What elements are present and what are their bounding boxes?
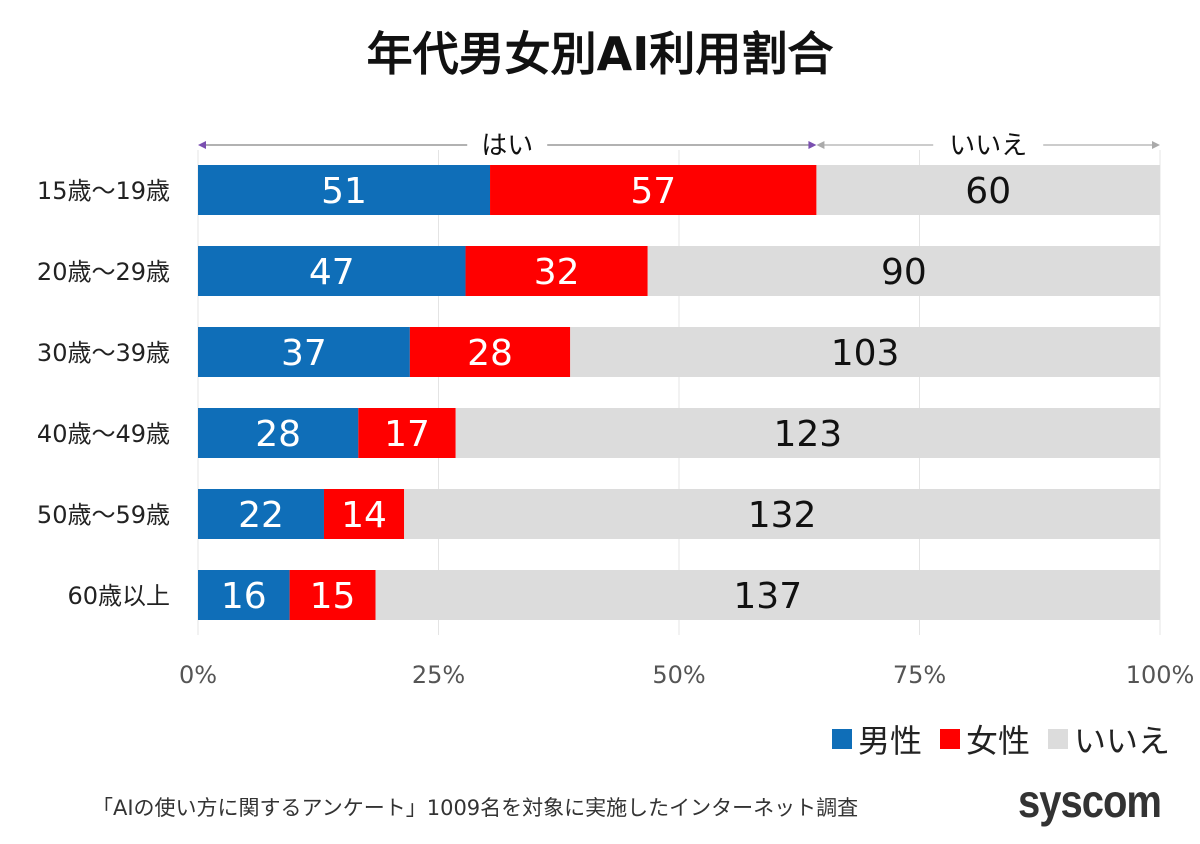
data-label: 132 bbox=[748, 495, 817, 536]
data-label: 17 bbox=[384, 414, 430, 455]
legend-label: いいえ bbox=[1073, 722, 1170, 760]
y-category-label: 50歳〜59歳 bbox=[37, 501, 170, 529]
x-tick-label: 25% bbox=[412, 661, 465, 689]
data-label: 28 bbox=[467, 333, 513, 374]
legend-item-no: いいえ bbox=[1047, 716, 1170, 762]
arrow-right-icon bbox=[1152, 141, 1160, 149]
data-label: 137 bbox=[733, 576, 802, 617]
y-category-label: 30歳〜39歳 bbox=[37, 339, 170, 367]
legend-swatch bbox=[831, 729, 852, 749]
label-bg bbox=[467, 127, 548, 159]
yes-bracket-label: はい bbox=[481, 131, 533, 161]
bar-segment bbox=[198, 570, 290, 620]
bar-segment bbox=[198, 489, 324, 539]
data-label: 37 bbox=[281, 333, 327, 374]
bar-segment bbox=[647, 246, 1160, 296]
label-bg bbox=[933, 127, 1044, 159]
x-tick-label: 50% bbox=[652, 661, 705, 689]
bar-segment bbox=[198, 408, 359, 458]
bar-segment bbox=[404, 489, 1161, 539]
data-label: 90 bbox=[881, 252, 927, 293]
data-label: 16 bbox=[221, 576, 267, 617]
bar-segment bbox=[375, 570, 1160, 620]
bar-segment bbox=[289, 570, 376, 620]
bar-segment bbox=[465, 246, 648, 296]
data-label: 22 bbox=[238, 495, 284, 536]
bar-segment bbox=[323, 489, 405, 539]
legend-swatch bbox=[939, 729, 960, 749]
bar-segment bbox=[198, 246, 466, 296]
data-label: 123 bbox=[773, 414, 842, 455]
y-category-label: 15歳〜19歳 bbox=[37, 177, 170, 205]
data-label: 15 bbox=[310, 576, 356, 617]
bar-segment bbox=[490, 165, 817, 215]
data-label: 28 bbox=[255, 414, 301, 455]
y-category-label: 60歳以上 bbox=[67, 582, 170, 610]
data-label: 103 bbox=[831, 333, 900, 374]
syscom-logo: syscom bbox=[1018, 776, 1162, 828]
no-bracket-label: いいえ bbox=[949, 131, 1027, 161]
data-label: 51 bbox=[321, 171, 367, 212]
bar-segment bbox=[455, 408, 1160, 458]
legend-item-male: 男性 bbox=[831, 716, 922, 762]
survey-note: 「AIの使い方に関するアンケート」1009名を対象に実施したインターネット調査 bbox=[92, 796, 859, 820]
chart-title: 年代男女別AI利用割合 bbox=[366, 27, 834, 81]
data-label: 60 bbox=[965, 171, 1011, 212]
bar-segment bbox=[198, 165, 491, 215]
legend: 男性 女性 いいえ bbox=[831, 716, 1170, 762]
bar-segment bbox=[358, 408, 456, 458]
bar-segment bbox=[409, 327, 571, 377]
data-label: 32 bbox=[534, 252, 580, 293]
data-label: 57 bbox=[630, 171, 676, 212]
bar-segment bbox=[816, 165, 1160, 215]
x-tick-label: 100% bbox=[1126, 661, 1195, 689]
legend-swatch bbox=[1047, 729, 1068, 749]
y-category-label: 40歳〜49歳 bbox=[37, 420, 170, 448]
y-category-label: 20歳〜29歳 bbox=[37, 258, 170, 286]
x-tick-label: 0% bbox=[179, 661, 217, 689]
legend-label: 男性 bbox=[857, 722, 922, 760]
bar-segment bbox=[570, 327, 1160, 377]
arrow-left-icon bbox=[198, 141, 206, 149]
legend-label: 女性 bbox=[965, 722, 1030, 760]
legend-item-female: 女性 bbox=[939, 716, 1030, 762]
x-tick-label: 75% bbox=[893, 661, 946, 689]
data-label: 47 bbox=[309, 252, 355, 293]
data-label: 14 bbox=[341, 495, 387, 536]
arrow-right-icon bbox=[808, 141, 817, 149]
arrow-left-icon bbox=[816, 141, 825, 149]
bar-segment bbox=[198, 327, 410, 377]
